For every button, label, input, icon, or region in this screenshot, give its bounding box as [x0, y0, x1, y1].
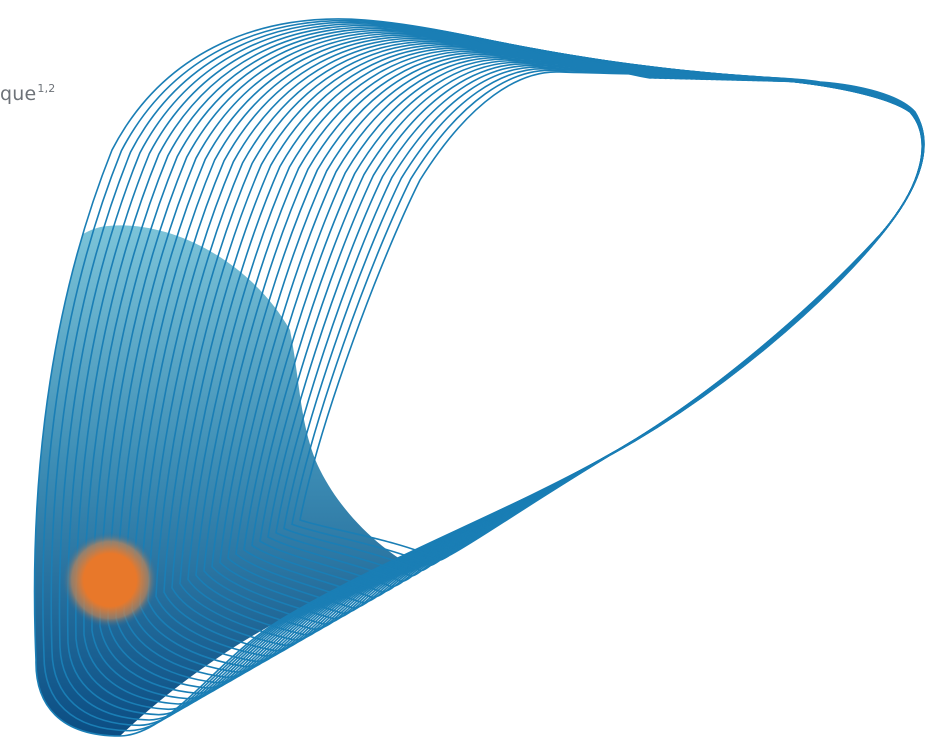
contour-line [267, 64, 925, 583]
contour-line [283, 68, 925, 572]
contour-line [291, 69, 925, 567]
contour-line [251, 61, 925, 593]
lesion-spot-icon [62, 532, 158, 628]
caption-text: que1,2 [0, 82, 56, 105]
liver-contours [33, 18, 925, 737]
caption-word: que [0, 83, 37, 105]
contour-line [299, 71, 925, 561]
caption-superscript: 1,2 [37, 82, 56, 95]
contour-line [275, 66, 925, 577]
